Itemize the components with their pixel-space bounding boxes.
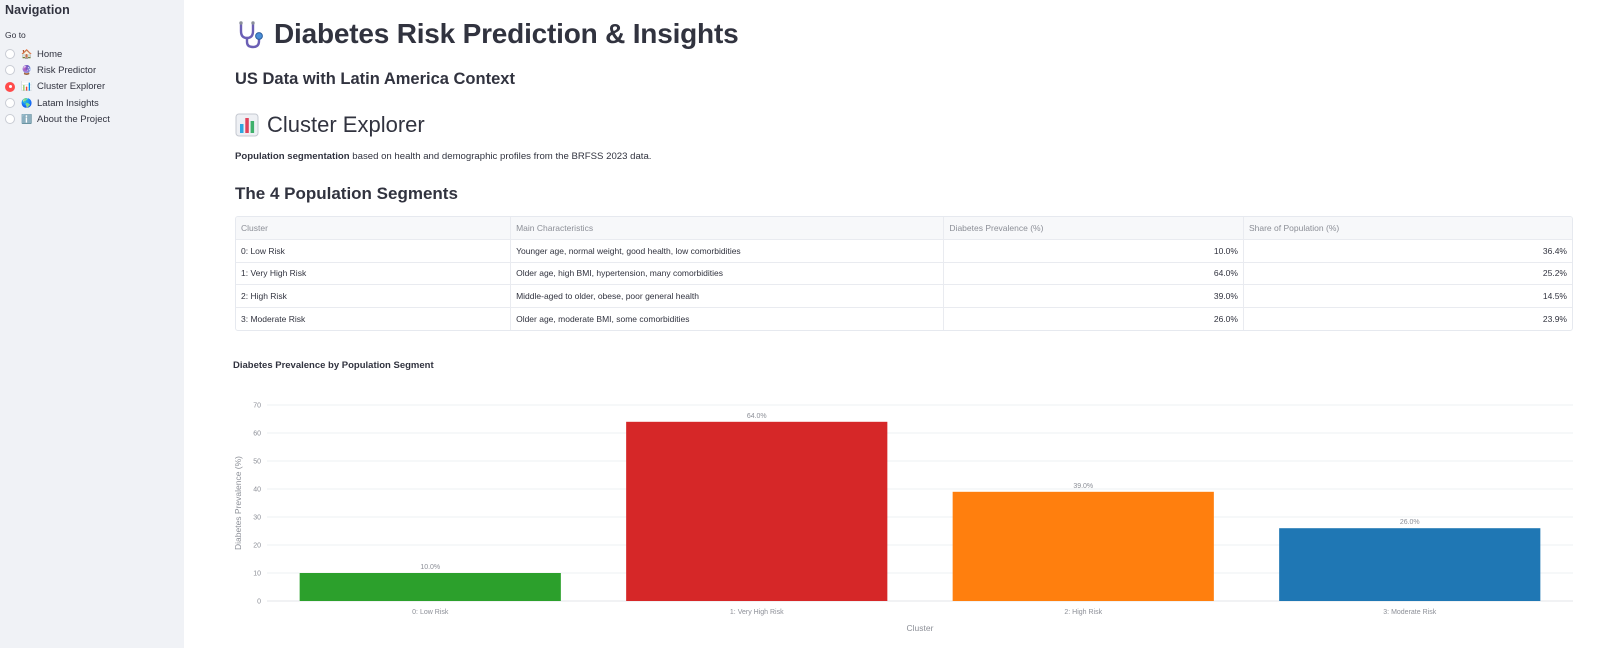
- goto-label: Go to: [5, 30, 26, 40]
- nav-radio-group: 🏠 Home 🔮 Risk Predictor 📊 Cluster Explorer 🌎 La…: [5, 46, 184, 127]
- data-label: 10.0%: [420, 564, 440, 571]
- table-cell: Older age, high BMI, hypertension, many …: [510, 262, 945, 285]
- x-tick-label: 3: Moderate Risk: [1383, 609, 1436, 616]
- table-cell: 64.0%: [943, 262, 1244, 285]
- description-bold: Population segmentation: [235, 151, 350, 162]
- table-body: 0: Low Risk Younger age, normal weight, g…: [236, 239, 1572, 330]
- data-label: 64.0%: [747, 413, 767, 420]
- nav-icon: ℹ️: [21, 113, 33, 124]
- table-column-header[interactable]: Main Characteristics: [510, 217, 945, 240]
- y-tick-label: 0: [257, 599, 261, 606]
- y-tick-label: 60: [253, 431, 261, 438]
- radio-button[interactable]: [5, 114, 15, 125]
- stethoscope-icon: [239, 21, 263, 49]
- table-row: 2: High Risk Middle-aged to older, obese,…: [236, 284, 1572, 308]
- page-header: Diabetes Risk Prediction & Insights: [235, 14, 739, 54]
- x-axis-label: Cluster: [907, 623, 934, 633]
- main-content: Diabetes Risk Prediction & Insights US D…: [233, 0, 1575, 648]
- chart-title: Diabetes Prevalence by Population Segmen…: [233, 360, 434, 371]
- table-cell: Older age, moderate BMI, some comorbidit…: [510, 307, 945, 330]
- y-tick-label: 50: [253, 459, 261, 466]
- table-cell: 2: High Risk: [236, 284, 512, 308]
- table-cell: 26.0%: [943, 307, 1244, 330]
- x-tick-label: 0: Low Risk: [412, 609, 449, 616]
- nav-item-home[interactable]: 🏠 Home: [5, 46, 184, 62]
- x-tick-label: 1: Very High Risk: [730, 609, 784, 616]
- radio-button[interactable]: [5, 49, 15, 60]
- table-cell: Middle-aged to older, obese, poor genera…: [510, 284, 945, 308]
- nav-item-label: Risk Predictor: [37, 64, 97, 76]
- prevalence-chart[interactable]: Diabetes Prevalence by Population Segmen…: [231, 360, 1573, 648]
- y-tick-label: 20: [253, 543, 261, 550]
- table-column-header[interactable]: Share of Population (%): [1243, 217, 1572, 240]
- table-row: 3: Moderate Risk Older age, moderate BMI,…: [236, 307, 1572, 330]
- table-row: 1: Very High Risk Older age, high BMI, hy…: [236, 262, 1572, 285]
- table-cell: 39.0%: [943, 284, 1244, 308]
- table-column-header[interactable]: Diabetes Prevalence (%): [943, 217, 1244, 240]
- nav-item-risk-predictor[interactable]: 🔮 Risk Predictor: [5, 62, 184, 78]
- y-tick-label: 30: [253, 515, 261, 522]
- bar[interactable]: [626, 421, 888, 601]
- data-label: 39.0%: [1073, 483, 1093, 490]
- chart-svg: Diabetes Prevalence by Population Segmen…: [233, 360, 1573, 633]
- table-cell: 14.5%: [1243, 284, 1572, 308]
- data-label: 26.0%: [1400, 519, 1420, 526]
- nav-icon: 🌎: [21, 97, 33, 108]
- nav-item-label: About the Project: [37, 113, 110, 125]
- x-tick-label: 2: High Risk: [1064, 609, 1102, 616]
- table-row: 0: Low Risk Younger age, normal weight, g…: [236, 239, 1572, 263]
- y-tick-label: 70: [253, 403, 261, 410]
- sidebar-title: Navigation: [5, 3, 70, 17]
- table-header-row: Cluster Main Characteristics Diabetes Prev…: [236, 217, 1572, 240]
- nav-icon: 🏠: [21, 48, 33, 59]
- table-cell: 1: Very High Risk: [236, 262, 512, 285]
- y-axis-label: Diabetes Prevalence (%): [233, 456, 243, 550]
- y-tick-label: 10: [253, 571, 261, 578]
- table-cell: 3: Moderate Risk: [236, 307, 512, 330]
- nav-item-cluster-explorer[interactable]: 📊 Cluster Explorer: [5, 79, 184, 95]
- radio-button[interactable]: [5, 65, 15, 76]
- page-title: Diabetes Risk Prediction & Insights: [274, 18, 739, 49]
- bar-chart-icon: [235, 113, 259, 137]
- bar[interactable]: [299, 573, 561, 601]
- page-description: Population segmentation based on health …: [235, 151, 651, 162]
- section-header: Cluster Explorer: [235, 110, 425, 140]
- table-cell: 0: Low Risk: [236, 239, 512, 263]
- y-tick-label: 40: [253, 487, 261, 494]
- bar[interactable]: [1279, 528, 1541, 601]
- nav-item-label: Latam Insights: [37, 97, 99, 109]
- radio-button[interactable]: [5, 81, 15, 92]
- nav-icon: 🔮: [21, 64, 33, 75]
- table-cell: 36.4%: [1243, 239, 1572, 263]
- page-subtitle: US Data with Latin America Context: [235, 70, 515, 88]
- segments-heading: The 4 Population Segments: [235, 184, 458, 203]
- nav-item-about-the-project[interactable]: ℹ️ About the Project: [5, 111, 184, 127]
- section-title: Cluster Explorer: [267, 112, 425, 137]
- table-cell: Younger age, normal weight, good health,…: [510, 239, 945, 263]
- segments-table[interactable]: Cluster Main Characteristics Diabetes Prev…: [235, 216, 1573, 331]
- nav-item-label: Cluster Explorer: [37, 81, 106, 93]
- nav-icon: 📊: [21, 81, 33, 92]
- table-cell: 10.0%: [943, 239, 1244, 263]
- bar[interactable]: [952, 491, 1214, 601]
- table-column-header[interactable]: Cluster: [236, 217, 512, 240]
- radio-button[interactable]: [5, 98, 15, 109]
- description-text: based on health and demographic profiles…: [349, 151, 652, 162]
- nav-item-label: Home: [37, 48, 63, 60]
- table-cell: 23.9%: [1542, 313, 1567, 324]
- table-cell: 25.2%: [1243, 262, 1572, 285]
- nav-item-latam-insights[interactable]: 🌎 Latam Insights: [5, 95, 184, 111]
- sidebar: Navigation Go to 🏠 Home 🔮 Risk Predictor 📊 Cl…: [0, 0, 184, 648]
